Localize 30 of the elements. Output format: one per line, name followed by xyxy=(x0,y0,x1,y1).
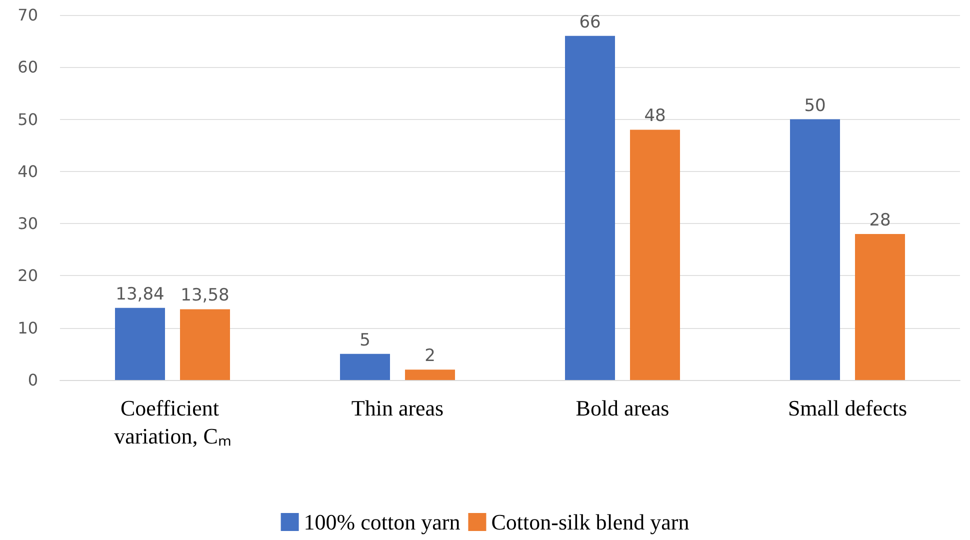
y-tick-label: 40 xyxy=(18,162,38,181)
x-tick-label: Bold areas xyxy=(576,396,670,420)
bar xyxy=(790,119,840,380)
bar xyxy=(115,308,165,380)
y-tick-label: 70 xyxy=(18,6,38,24)
x-tick-label: Small defects xyxy=(788,396,908,420)
data-label: 66 xyxy=(579,12,601,32)
x-tick-label: Thin areas xyxy=(351,396,444,420)
data-label: 5 xyxy=(360,330,370,350)
bar xyxy=(855,234,905,380)
y-tick-label: 60 xyxy=(18,58,38,77)
data-label: 2 xyxy=(424,346,436,366)
legend-label: 100% cotton yarn xyxy=(304,510,460,534)
y-tick-label: 50 xyxy=(18,110,38,129)
data-label: 13,84 xyxy=(116,284,164,304)
bar xyxy=(565,36,615,380)
y-tick-label: 30 xyxy=(18,214,38,234)
bar xyxy=(405,370,455,380)
data-label: 28 xyxy=(869,210,891,230)
data-label: 13,58 xyxy=(180,286,230,306)
bar xyxy=(180,309,230,380)
legend-label: Cotton-silk blend yarn xyxy=(491,510,690,534)
bar xyxy=(630,130,680,380)
y-tick-label: 10 xyxy=(18,318,38,338)
x-tick-label: Coefficient variation, Cₘ xyxy=(114,396,231,448)
data-label: 48 xyxy=(644,106,666,126)
bar xyxy=(340,354,390,380)
y-tick-label: 0 xyxy=(28,370,38,390)
y-tick-label: 20 xyxy=(18,266,38,286)
data-label: 50 xyxy=(804,96,826,116)
